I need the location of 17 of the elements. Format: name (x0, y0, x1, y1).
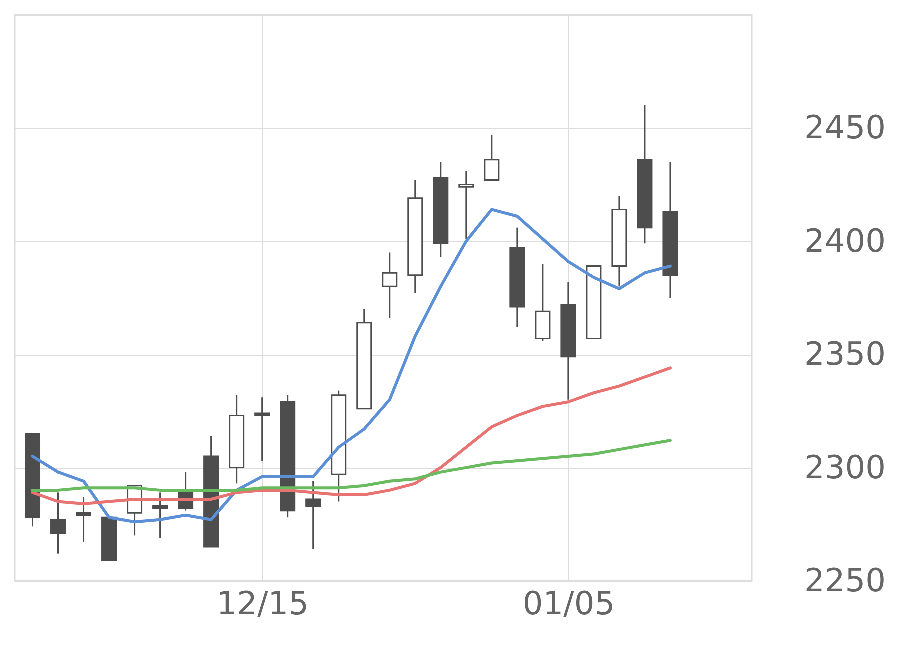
candlestick (458, 170, 474, 240)
candlestick (76, 496, 92, 544)
line-series (31, 439, 672, 492)
candlestick (484, 134, 500, 182)
candlestick (50, 492, 66, 555)
y-tick-label: 2350 (804, 335, 886, 374)
y-tick-label: 2400 (804, 222, 886, 260)
y-tick-label: 2300 (804, 448, 886, 486)
candlestick (382, 252, 398, 320)
candlestick (254, 396, 270, 462)
x-tick-label: 01/05 (522, 584, 616, 622)
line-series (31, 208, 672, 524)
candlestick (306, 480, 322, 550)
x-tick-label: 12/15 (216, 584, 309, 622)
y-tick-label: 2450 (804, 108, 886, 147)
candlestick (152, 492, 168, 539)
y-tick-label: 2250 (804, 562, 886, 600)
